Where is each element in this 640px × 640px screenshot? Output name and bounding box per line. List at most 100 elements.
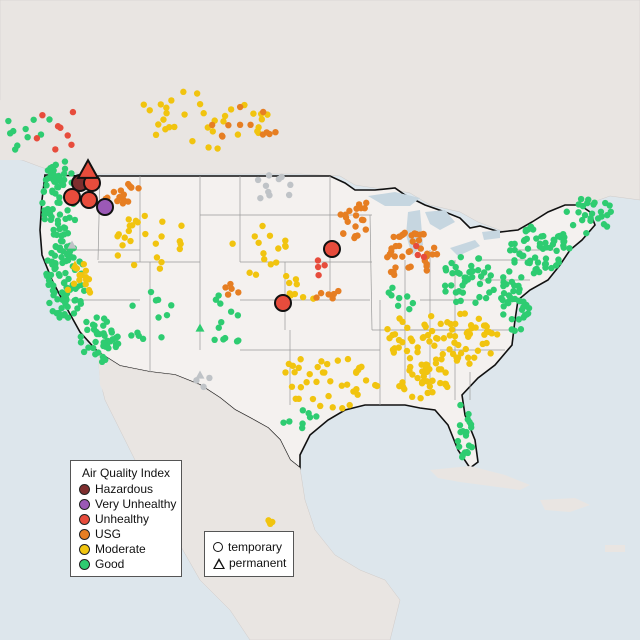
temporary-station-marker[interactable] bbox=[218, 318, 225, 326]
temporary-station-marker[interactable] bbox=[314, 363, 321, 371]
temporary-station-marker[interactable] bbox=[84, 326, 91, 334]
temporary-station-marker[interactable] bbox=[193, 377, 200, 384]
temporary-station-marker[interactable] bbox=[228, 285, 235, 292]
temporary-station-marker[interactable] bbox=[39, 199, 46, 207]
temporary-station-marker[interactable] bbox=[467, 424, 475, 431]
temporary-station-marker[interactable] bbox=[85, 286, 93, 294]
temporary-station-marker[interactable] bbox=[71, 297, 78, 304]
temporary-station-marker[interactable] bbox=[58, 254, 65, 261]
temporary-station-marker[interactable] bbox=[427, 312, 435, 320]
temporary-station-marker[interactable] bbox=[424, 389, 431, 397]
temporary-station-marker[interactable] bbox=[418, 380, 426, 387]
temporary-station-marker[interactable] bbox=[47, 164, 54, 172]
temporary-station-marker[interactable] bbox=[314, 257, 322, 264]
temporary-station-marker[interactable] bbox=[456, 270, 463, 277]
temporary-station-marker[interactable] bbox=[469, 267, 476, 275]
temporary-station-marker[interactable] bbox=[591, 199, 598, 206]
temporary-station-marker[interactable] bbox=[132, 217, 140, 225]
temporary-station-marker[interactable] bbox=[520, 252, 527, 259]
temporary-station-marker[interactable] bbox=[78, 272, 85, 279]
temporary-station-marker[interactable] bbox=[64, 207, 71, 214]
temporary-station-marker[interactable] bbox=[76, 276, 83, 284]
temporary-station-marker[interactable] bbox=[553, 247, 560, 255]
temporary-station-marker[interactable] bbox=[317, 402, 324, 410]
temporary-station-marker[interactable] bbox=[536, 240, 544, 247]
temporary-station-marker[interactable] bbox=[74, 305, 81, 312]
temporary-station-marker[interactable] bbox=[146, 107, 153, 114]
temporary-station-marker[interactable] bbox=[93, 314, 100, 321]
temporary-station-marker[interactable] bbox=[354, 232, 361, 239]
temporary-station-marker[interactable] bbox=[60, 170, 68, 178]
temporary-station-marker[interactable] bbox=[224, 291, 232, 298]
temporary-station-marker[interactable] bbox=[70, 280, 78, 287]
temporary-station-marker[interactable] bbox=[127, 237, 134, 245]
temporary-station-marker[interactable] bbox=[423, 368, 431, 376]
temporary-station-marker[interactable] bbox=[125, 216, 132, 223]
temporary-station-marker[interactable] bbox=[464, 416, 471, 423]
temporary-station-marker[interactable] bbox=[466, 360, 473, 367]
temporary-station-marker[interactable] bbox=[82, 276, 90, 284]
temporary-station-marker[interactable] bbox=[152, 240, 160, 247]
temporary-station-marker[interactable] bbox=[108, 329, 115, 336]
temporary-station-marker[interactable] bbox=[428, 327, 436, 335]
temporary-station-marker[interactable] bbox=[500, 303, 507, 310]
temporary-station-marker[interactable] bbox=[58, 289, 66, 296]
temporary-station-marker[interactable] bbox=[420, 373, 427, 380]
temporary-station-marker[interactable] bbox=[600, 221, 608, 228]
temporary-station-marker[interactable] bbox=[334, 357, 342, 364]
temporary-station-marker[interactable] bbox=[455, 443, 463, 450]
temporary-station-marker[interactable] bbox=[325, 291, 332, 298]
temporary-station-marker[interactable] bbox=[505, 299, 512, 307]
temporary-station-marker[interactable] bbox=[49, 261, 56, 268]
temporary-station-marker[interactable] bbox=[482, 294, 490, 302]
temporary-station-marker[interactable] bbox=[269, 518, 276, 526]
temporary-station-marker[interactable] bbox=[110, 188, 118, 196]
temporary-station-marker[interactable] bbox=[155, 314, 162, 321]
temporary-station-marker[interactable] bbox=[542, 255, 550, 262]
temporary-station-marker[interactable] bbox=[329, 404, 336, 411]
temporary-station-marker[interactable] bbox=[166, 123, 173, 131]
temporary-station-marker[interactable] bbox=[588, 210, 596, 217]
temporary-station-marker[interactable] bbox=[464, 354, 472, 361]
temporary-station-marker[interactable] bbox=[414, 374, 421, 382]
temporary-station-marker[interactable] bbox=[297, 384, 305, 391]
temporary-station-marker[interactable] bbox=[147, 288, 155, 296]
temporary-station-marker[interactable] bbox=[121, 234, 128, 241]
temporary-station-marker[interactable] bbox=[313, 294, 320, 301]
temporary-station-marker[interactable] bbox=[500, 290, 508, 297]
temporary-station-marker[interactable] bbox=[272, 128, 279, 136]
temporary-station-marker[interactable] bbox=[5, 117, 12, 125]
temporary-station-marker[interactable] bbox=[235, 289, 242, 296]
temporary-station-marker[interactable] bbox=[103, 318, 111, 325]
monitoring-stations[interactable] bbox=[5, 88, 614, 528]
temporary-station-marker[interactable] bbox=[323, 360, 331, 368]
temporary-station-marker[interactable] bbox=[46, 299, 53, 307]
temporary-station-marker[interactable] bbox=[55, 271, 63, 278]
temporary-station-marker[interactable] bbox=[404, 293, 411, 300]
temporary-station-marker[interactable] bbox=[446, 332, 454, 339]
temporary-station-marker[interactable] bbox=[399, 379, 406, 386]
temporary-station-marker[interactable] bbox=[406, 247, 413, 255]
temporary-station-marker[interactable] bbox=[472, 324, 479, 331]
temporary-station-marker[interactable] bbox=[92, 351, 99, 358]
temporary-station-marker[interactable] bbox=[189, 137, 196, 145]
temporary-station-marker[interactable] bbox=[388, 292, 395, 299]
temporary-station-marker[interactable] bbox=[418, 361, 425, 368]
temporary-station-marker[interactable] bbox=[128, 332, 135, 339]
temporary-station-marker[interactable] bbox=[327, 378, 334, 385]
temporary-station-marker[interactable] bbox=[56, 244, 64, 251]
temporary-station-marker[interactable] bbox=[395, 336, 403, 344]
temporary-station-marker[interactable] bbox=[112, 343, 120, 351]
temporary-station-marker[interactable] bbox=[480, 269, 488, 276]
temporary-station-marker[interactable] bbox=[68, 170, 75, 177]
temporary-station-marker[interactable] bbox=[442, 288, 449, 295]
temporary-station-marker[interactable] bbox=[577, 195, 585, 203]
temporary-station-marker[interactable] bbox=[486, 289, 493, 296]
temporary-station-marker[interactable] bbox=[454, 437, 462, 445]
temporary-station-marker[interactable] bbox=[80, 260, 87, 268]
temporary-station-marker[interactable] bbox=[40, 188, 48, 195]
temporary-station-marker[interactable] bbox=[510, 287, 517, 295]
temporary-station-marker[interactable] bbox=[254, 128, 261, 135]
temporary-station-marker[interactable] bbox=[446, 346, 453, 353]
temporary-station-marker[interactable] bbox=[200, 383, 207, 391]
